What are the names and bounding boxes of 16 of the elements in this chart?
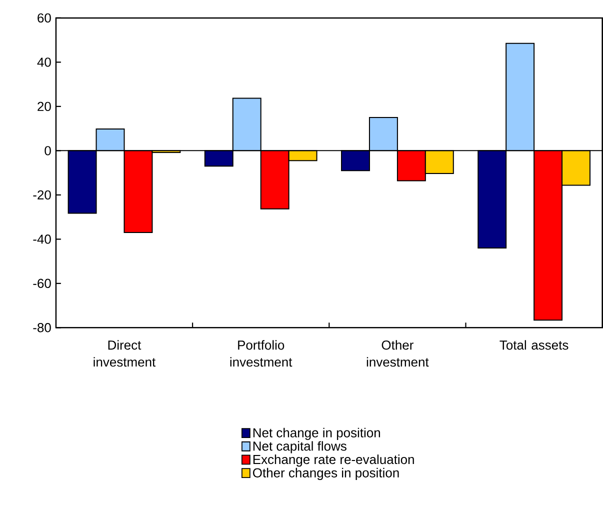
x-tick-label: Total assets [500,340,568,350]
y-tick-label: -20 [33,190,51,200]
y-tick-label: 40 [37,57,51,67]
y-tick-label: -60 [33,278,51,288]
y-tick-label: 20 [38,102,51,111]
legend-label: Net capital flows [253,440,346,454]
legend-label: Other changes in position [252,468,399,480]
y-tick-label: 0 [44,146,51,156]
x-tick-label: Portfolio investment [230,340,292,366]
y-tick-label: -40 [33,234,51,244]
y-tick-label: 60 [38,13,51,22]
x-tick-label: Other investment [366,340,429,366]
y-tick-label: -80 [33,322,51,332]
x-tick-label: Direct investment [94,340,156,366]
legend-label: Exchange rate re-evaluation [253,454,414,466]
legend-label: Net change in position [253,428,380,440]
